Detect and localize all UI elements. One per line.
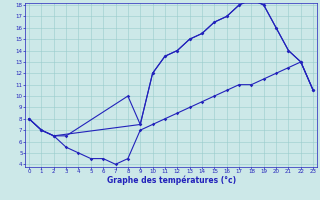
X-axis label: Graphe des températures (°c): Graphe des températures (°c) xyxy=(107,176,236,185)
